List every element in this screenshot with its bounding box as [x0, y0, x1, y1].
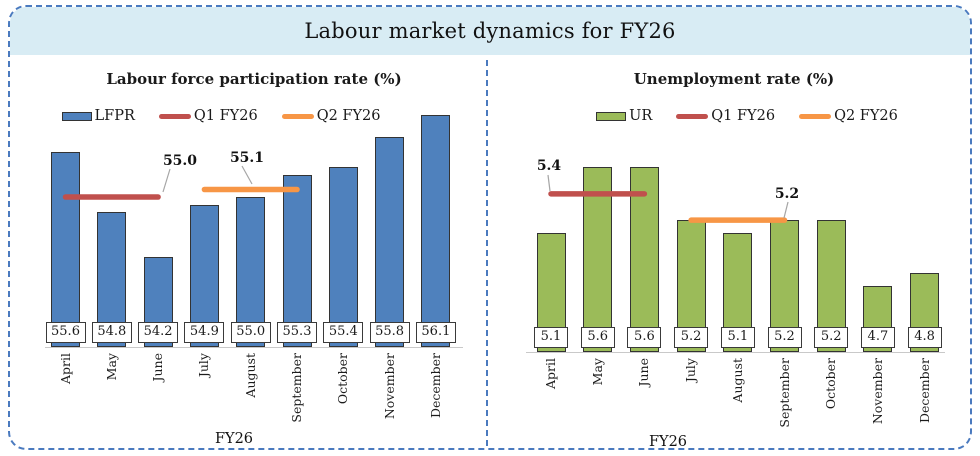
ur-chart-title: Unemployment rate (%) [633, 70, 835, 88]
x-label-october: October [335, 353, 351, 405]
x-label-august: August [729, 358, 745, 403]
value-label-december: 4.8 [907, 327, 942, 348]
x-label-june: June [636, 358, 652, 387]
ur-x-axis-title: FY26 [648, 434, 688, 450]
bar-october [328, 167, 358, 347]
annotation-leader-line [547, 174, 551, 192]
q2-fy26-value-annotation: 55.1 [229, 150, 265, 166]
annotation-leader-line [162, 168, 171, 193]
value-label-july: 54.9 [184, 322, 225, 343]
q2-fy26-value-annotation: 5.2 [774, 186, 800, 202]
value-label-september: 55.3 [277, 322, 317, 343]
bar-november [375, 137, 405, 347]
q1-fy26-value-annotation: 5.4 [536, 158, 562, 174]
annotation-leader-line [783, 201, 789, 219]
legend-label: LFPR [94, 108, 135, 124]
value-label-april: 5.1 [534, 327, 568, 348]
value-label-october: 5.2 [814, 327, 849, 348]
legend-label: Q2 FY26 [834, 108, 898, 124]
ur-legend: UR Q1 FY26 Q2 FY26 [501, 108, 970, 124]
x-label-april: April [543, 358, 558, 389]
x-axis-line [526, 352, 945, 353]
legend-item-ur: UR [596, 108, 652, 124]
legend-item-q1: Q1 FY26 [676, 108, 775, 124]
x-label-july: July [196, 353, 212, 378]
x-label-may: May [589, 358, 605, 386]
q1-fy26-value-annotation: 55.0 [162, 153, 198, 169]
value-label-june: 5.6 [627, 327, 662, 348]
lfpr-x-axis-title: FY26 [214, 431, 254, 447]
value-label-september: 5.2 [767, 327, 802, 348]
page-title: Labour market dynamics for FY26 [304, 19, 676, 43]
x-label-july: July [683, 358, 699, 383]
x-label-may: May [103, 353, 119, 381]
value-label-may: 5.6 [580, 327, 615, 348]
lfpr-plot-area: 55.6 April 54.8 May 54.2 June 54.9 July 55.0 Augu… [20, 62, 488, 448]
value-label-october: 55.4 [323, 322, 364, 343]
q2-line-swatch-icon [799, 113, 832, 119]
q2-line-swatch-icon [281, 113, 314, 119]
legend-item-q2: Q2 FY26 [799, 108, 898, 124]
bar-may [583, 167, 613, 352]
bar-april [51, 152, 80, 347]
x-label-november: November [869, 358, 885, 425]
legend-item-lfpr: LFPR [61, 108, 135, 124]
x-label-october: October [823, 358, 839, 410]
legend-label: UR [629, 108, 653, 124]
q1-line-swatch-icon [158, 113, 191, 119]
x-label-september: September [776, 358, 792, 428]
q1-line-swatch-icon [676, 113, 709, 119]
lfpr-legend: LFPR Q1 FY26 Q2 FY26 [10, 108, 455, 124]
lfpr-swatch-icon [61, 111, 92, 121]
x-label-april: April [57, 353, 73, 384]
bar-june [629, 167, 659, 352]
legend-item-q1: Q1 FY26 [158, 108, 258, 124]
value-label-april: 55.6 [45, 322, 86, 343]
value-label-july: 5.2 [674, 327, 709, 348]
ur-swatch-icon [596, 111, 627, 121]
legend-label: Q1 FY26 [193, 108, 258, 124]
x-axis-line [45, 347, 463, 348]
x-label-december: December [916, 358, 932, 424]
bar-september [282, 174, 312, 347]
title-banner: Labour market dynamics for FY26 [10, 7, 970, 55]
value-label-june: 54.2 [138, 322, 179, 343]
legend-item-q2: Q2 FY26 [281, 108, 381, 124]
lfpr-chart-title: Labour force participation rate (%) [106, 70, 402, 88]
value-label-may: 54.8 [91, 322, 132, 343]
chart-card: Labour market dynamics for FY26 Labour f… [8, 5, 972, 450]
x-label-august: August [242, 353, 258, 398]
x-label-november: November [381, 353, 397, 420]
value-label-november: 4.7 [860, 327, 895, 348]
x-label-september: September [289, 353, 304, 423]
legend-label: Q2 FY26 [316, 108, 381, 124]
legend-label: Q1 FY26 [711, 108, 776, 124]
bar-december [421, 114, 451, 347]
ur-chart-panel: Unemployment rate (%) UR Q1 FY26 Q2 FY26… [488, 62, 970, 450]
lfpr-chart-panel: Labour force participation rate (%) LFPR… [20, 62, 488, 448]
value-label-december: 56.1 [415, 322, 456, 343]
ur-plot-area: 5.1 April 5.6 May 5.6 June 5.2 July 5.1 August 5.2… [488, 62, 970, 448]
value-label-august: 55.0 [230, 322, 271, 343]
x-label-december: December [427, 353, 443, 419]
annotation-leader-line [241, 165, 253, 185]
value-label-august: 5.1 [720, 327, 755, 348]
x-label-june: June [150, 353, 166, 382]
panel-divider [486, 60, 488, 448]
value-label-november: 55.8 [369, 322, 410, 343]
